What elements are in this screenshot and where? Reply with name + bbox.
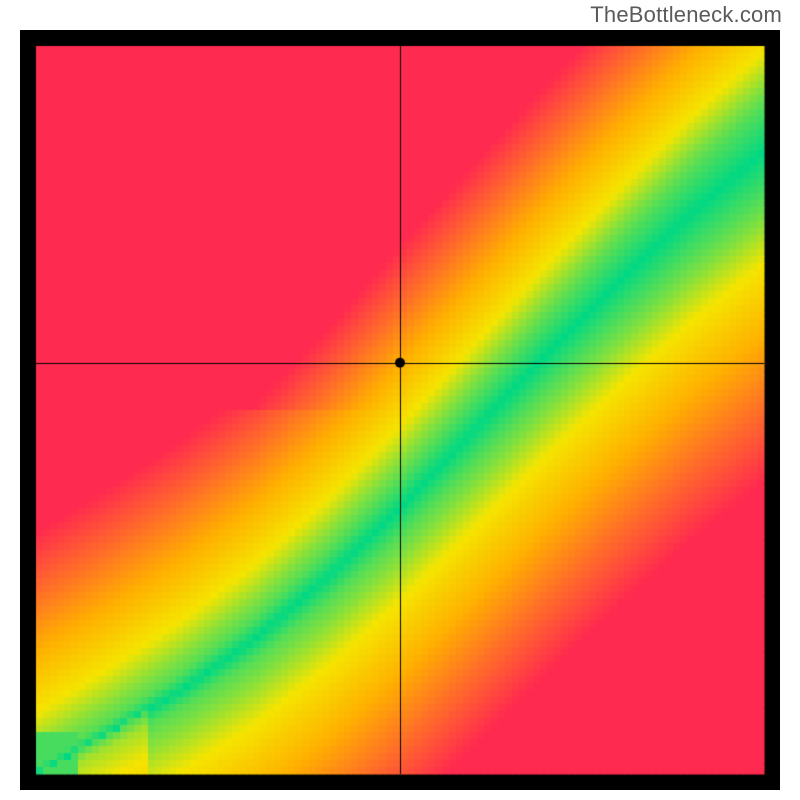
heatmap-canvas: [20, 30, 780, 790]
heatmap-chart: [20, 30, 780, 790]
page-container: TheBottleneck.com: [0, 0, 800, 800]
watermark-text: TheBottleneck.com: [590, 2, 782, 28]
